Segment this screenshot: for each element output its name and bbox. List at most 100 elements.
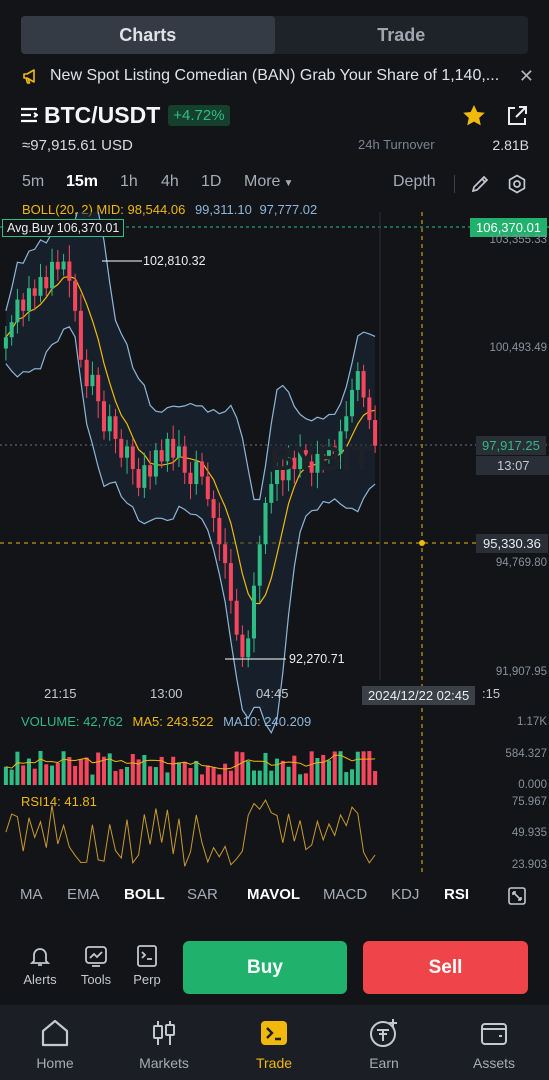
nav-home[interactable]: Home	[10, 1017, 100, 1071]
price-chart[interactable]: BYBIT	[0, 212, 549, 877]
buy-button[interactable]: Buy	[183, 941, 347, 994]
volume-bar	[55, 762, 60, 785]
tools-icon	[85, 946, 107, 967]
candle	[280, 468, 285, 481]
volume-bar	[240, 752, 245, 785]
volume-axis-label: 584.327	[505, 748, 547, 760]
volume-bar	[326, 760, 331, 785]
indicator-macd[interactable]: MACD	[323, 886, 368, 903]
y-axis-label: 91,907.95	[495, 666, 547, 678]
announcement-bar[interactable]: New Spot Listing Comedian (BAN) Grab You…	[22, 64, 534, 88]
candle	[326, 446, 331, 458]
indicator-mavol[interactable]: MAVOL	[247, 886, 301, 903]
earn-icon	[370, 1019, 397, 1047]
divider	[454, 175, 455, 193]
volume-bar	[228, 770, 233, 785]
watermark: BYBIT	[270, 440, 372, 478]
volume-bar	[15, 751, 20, 785]
tools-button[interactable]: Tools	[74, 944, 118, 987]
indicator-rsi[interactable]: RSI	[444, 886, 470, 903]
volume-bars	[3, 750, 378, 785]
candle	[234, 600, 239, 635]
crosshair-price-tag: 95,330.36	[476, 534, 548, 553]
x-axis-label: 21:15	[44, 686, 77, 701]
candle	[9, 322, 14, 338]
alerts-button[interactable]: Alerts	[18, 944, 62, 987]
nav-earn-label: Earn	[369, 1055, 399, 1071]
markets-icon	[153, 1021, 175, 1045]
volume-bar	[78, 759, 83, 785]
nav-trade[interactable]: Trade	[229, 1017, 319, 1071]
volume-bar	[315, 758, 320, 785]
candle	[309, 461, 314, 473]
tab-charts[interactable]: Charts	[21, 16, 275, 54]
menu-icon[interactable]	[20, 106, 38, 124]
settings-icon[interactable]	[507, 174, 527, 194]
home-icon	[41, 1019, 69, 1047]
candle	[217, 517, 222, 545]
tf-more[interactable]: More ▼	[244, 173, 293, 195]
candle	[303, 450, 308, 462]
volume-bar	[263, 752, 268, 785]
pair-header: BTC/USDT +4.72%	[20, 100, 230, 130]
countdown-tag: 13:07	[476, 456, 549, 475]
volume-bar	[136, 759, 141, 785]
candle	[367, 397, 372, 421]
share-icon[interactable]	[505, 104, 529, 128]
pencil-icon[interactable]	[470, 174, 490, 194]
nav-assets[interactable]: Assets	[449, 1017, 539, 1071]
usd-price: ≈97,915.61 USD	[22, 137, 133, 154]
volume-bar	[101, 756, 106, 785]
volume-bar	[367, 751, 372, 785]
candle	[257, 544, 262, 586]
volume-bar	[298, 774, 303, 785]
candle	[292, 457, 297, 469]
tf-1h[interactable]: 1h	[120, 173, 138, 190]
volume-bar	[119, 769, 124, 785]
tf-4h[interactable]: 4h	[161, 173, 179, 190]
volume-value: VOLUME: 42,762	[21, 714, 123, 729]
nav-home-label: Home	[36, 1055, 74, 1071]
x-axis-label: 04:45	[256, 686, 289, 701]
indicator-ma[interactable]: MA	[20, 886, 43, 903]
tab-trade[interactable]: Trade	[377, 24, 426, 45]
depth-tab[interactable]: Depth	[393, 173, 436, 190]
candle	[113, 416, 118, 439]
crosshair-dot	[419, 540, 425, 546]
perp-label: Perp	[133, 972, 161, 987]
candle	[78, 310, 83, 360]
fullscreen-icon[interactable]	[507, 886, 527, 906]
candle	[355, 371, 360, 390]
tf-5m[interactable]: 5m	[22, 173, 45, 190]
perp-button[interactable]: Perp	[125, 944, 169, 987]
indicator-boll[interactable]: BOLL	[124, 886, 165, 903]
candle	[373, 420, 378, 446]
tf-1d[interactable]: 1D	[201, 173, 222, 190]
announcement-text[interactable]: New Spot Listing Comedian (BAN) Grab You…	[50, 67, 500, 84]
volume-bar	[9, 769, 14, 785]
rsi-polyline	[5, 799, 376, 867]
pair-name[interactable]: BTC/USDT	[44, 101, 161, 128]
candle	[321, 453, 326, 458]
sell-button[interactable]: Sell	[363, 941, 528, 994]
star-icon[interactable]	[461, 103, 487, 129]
tf-15m[interactable]: 15m	[66, 173, 99, 190]
volume-bar	[257, 770, 262, 785]
candle	[26, 288, 31, 311]
volume-bar	[194, 760, 199, 785]
volume-bar	[286, 766, 291, 785]
indicator-kdj[interactable]: KDJ	[391, 886, 420, 903]
close-icon[interactable]: ✕	[518, 65, 534, 86]
candle	[211, 499, 216, 518]
candle	[96, 374, 101, 402]
trade-icon	[261, 1021, 287, 1045]
indicator-ema[interactable]: EMA	[67, 886, 100, 903]
band-lower	[5, 326, 376, 735]
volume-bar	[61, 751, 66, 785]
candle	[15, 299, 20, 323]
nav-markets[interactable]: Markets	[119, 1017, 209, 1071]
nav-earn[interactable]: Earn	[339, 1017, 429, 1071]
candle	[107, 416, 112, 432]
volume-bar	[96, 752, 101, 785]
indicator-sar[interactable]: SAR	[187, 886, 218, 903]
